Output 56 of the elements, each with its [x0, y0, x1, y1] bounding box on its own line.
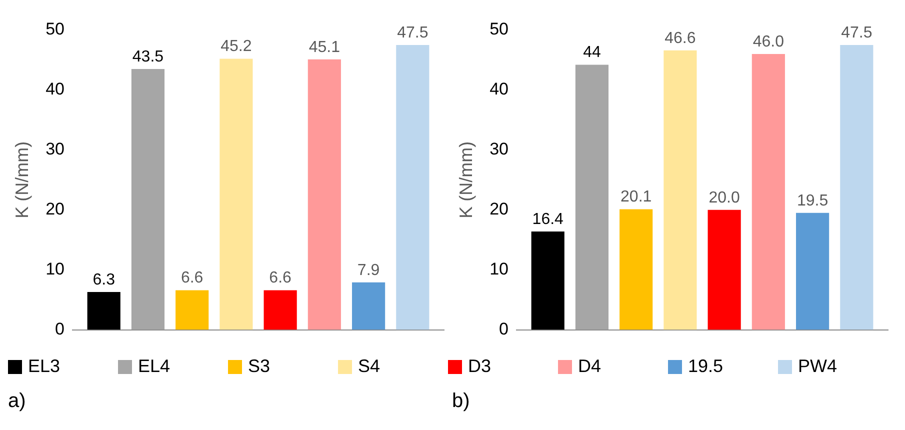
y-tick-label: 20 [46, 200, 65, 219]
data-label: 19.5 [796, 192, 828, 210]
data-label: 43.5 [132, 48, 164, 66]
data-label: 6.6 [180, 270, 204, 287]
bar [176, 290, 209, 330]
legend-label: EL4 [138, 356, 170, 377]
legend-label: EL3 [28, 356, 60, 377]
y-tick-label: 0 [55, 319, 65, 338]
data-label: 6.6 [269, 270, 292, 287]
y-tick-label: 40 [46, 80, 65, 99]
data-label: 45.2 [220, 38, 252, 56]
legend-label: D3 [468, 356, 492, 377]
data-label: 7.9 [357, 262, 380, 279]
bar [396, 44, 430, 330]
bar [840, 44, 874, 330]
legend-label: S3 [248, 356, 270, 377]
bar [708, 210, 741, 330]
bar [752, 54, 785, 330]
data-label: 6.3 [92, 271, 116, 288]
data-label: 20.0 [708, 189, 740, 206]
y-tick-label: 40 [490, 80, 509, 99]
text: b) [452, 390, 470, 413]
y-tick-label: 0 [499, 319, 509, 338]
data-label: 47.5 [841, 24, 872, 42]
y-tick-label: 10 [46, 260, 65, 279]
data-label: 46.6 [664, 30, 696, 47]
text: a) [8, 390, 26, 413]
bar [664, 50, 697, 330]
data-label: 20.1 [620, 188, 652, 206]
legend-label: PW4 [798, 356, 838, 377]
legend-label: D4 [578, 356, 602, 377]
bar [308, 59, 341, 330]
y-tick-label: 50 [490, 20, 509, 39]
data-label: 44 [583, 44, 601, 62]
bar [620, 209, 653, 330]
y-tick-label: 50 [46, 20, 65, 39]
y-tick-label: 10 [490, 260, 509, 279]
legend-label: 19.5 [688, 356, 724, 377]
bar [352, 282, 386, 330]
bar [531, 231, 564, 330]
bar [87, 292, 120, 330]
data-label: 45.1 [308, 38, 340, 56]
data-label: 47.5 [397, 24, 428, 42]
bar [796, 212, 830, 330]
legend-label: S4 [358, 356, 380, 377]
y-tick-label: 20 [490, 200, 509, 219]
bar [575, 64, 609, 330]
y-tick-label: 30 [490, 140, 509, 159]
data-label: 46.0 [752, 33, 784, 50]
y-axis-title: K (N/mm) [12, 141, 32, 218]
bar [131, 68, 165, 330]
y-tick-label: 30 [46, 140, 65, 159]
y-axis-title: K (N/mm) [456, 141, 476, 218]
bar [264, 290, 297, 330]
bar [220, 58, 253, 330]
data-label: 16.4 [532, 210, 564, 228]
